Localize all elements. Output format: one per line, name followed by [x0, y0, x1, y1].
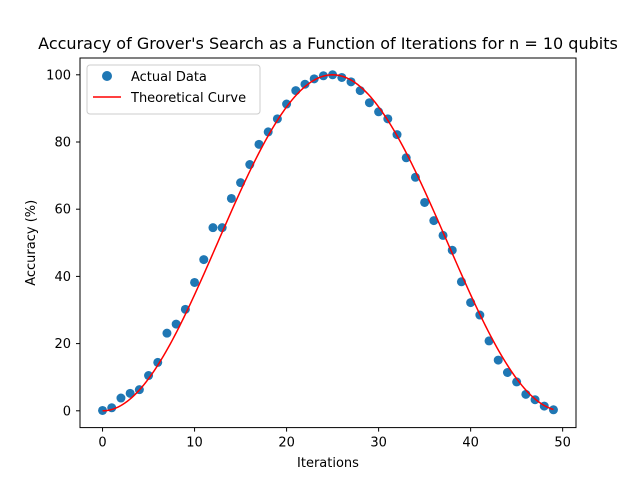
data-point — [153, 357, 163, 367]
data-point — [364, 98, 374, 108]
y-axis-label: Accuracy (%) — [24, 200, 39, 286]
y-tick-label: 0 — [63, 404, 71, 419]
data-point — [226, 193, 236, 203]
data-point — [512, 377, 522, 387]
x-axis: 0 10 20 30 40 50 — [98, 427, 571, 451]
chart-title: Accuracy of Grover's Search as a Functio… — [38, 34, 618, 53]
axes-frame — [79, 57, 577, 429]
x-axis-label: Iterations — [297, 456, 359, 471]
theoretical-curve-line — [102, 74, 554, 412]
data-point — [190, 277, 200, 287]
data-point — [171, 319, 181, 329]
data-point — [116, 393, 126, 403]
x-tick-label: 0 — [98, 436, 106, 451]
x-tick-label: 20 — [278, 436, 295, 451]
data-point — [144, 371, 154, 381]
legend-label-actual-data: Actual Data — [131, 70, 207, 85]
data-point — [180, 304, 190, 314]
data-point — [208, 223, 218, 233]
legend: Actual Data Theoretical Curve — [86, 64, 261, 115]
data-point — [263, 127, 273, 137]
y-tick-label: 20 — [54, 337, 71, 352]
y-tick-label: 80 — [54, 136, 71, 151]
data-point — [291, 86, 301, 96]
y-tick-label: 100 — [46, 68, 71, 83]
data-point — [125, 388, 135, 398]
data-point — [162, 328, 172, 338]
data-point — [548, 405, 558, 415]
y-axis: 0 20 40 60 80 100 — [46, 68, 80, 419]
y-tick-label: 60 — [54, 203, 71, 218]
data-point — [254, 139, 264, 149]
legend-marker-actual-data — [102, 71, 112, 81]
data-point — [199, 255, 209, 265]
data-point — [493, 355, 503, 365]
data-point — [282, 99, 292, 109]
data-point — [502, 367, 512, 377]
x-tick-label: 10 — [186, 436, 203, 451]
data-point — [420, 197, 430, 207]
legend-box — [86, 64, 261, 115]
data-point — [300, 79, 310, 89]
legend-label-theoretical-curve: Theoretical Curve — [130, 91, 246, 106]
y-tick-label: 40 — [54, 270, 71, 285]
x-tick-label: 40 — [462, 436, 479, 451]
data-point — [429, 216, 439, 226]
x-tick-label: 30 — [370, 436, 387, 451]
x-tick-label: 50 — [554, 436, 571, 451]
plot-area — [98, 70, 558, 415]
